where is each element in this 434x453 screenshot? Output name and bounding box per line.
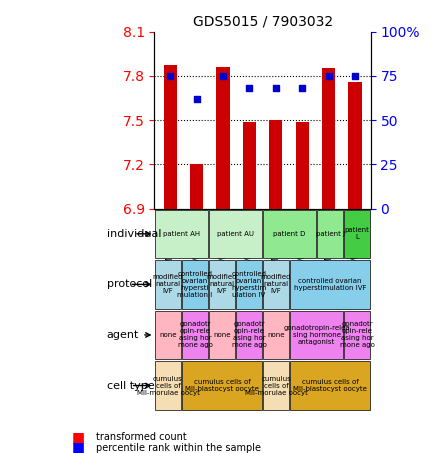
Text: cumulus cells of
MII-blastocyst oocyte: cumulus cells of MII-blastocyst oocyte [185,379,258,392]
FancyBboxPatch shape [235,311,262,359]
Text: patient D: patient D [273,231,305,237]
FancyBboxPatch shape [155,260,181,308]
Text: patient J: patient J [315,231,344,237]
Text: none: none [213,332,230,338]
Text: controlled
ovarian
hypersti
mulation I: controlled ovarian hypersti mulation I [177,271,212,298]
Point [245,85,252,92]
Text: none: none [159,332,176,338]
Text: patient
L: patient L [344,227,369,241]
FancyBboxPatch shape [289,260,369,308]
FancyBboxPatch shape [316,210,342,258]
FancyBboxPatch shape [263,361,289,410]
FancyBboxPatch shape [208,311,235,359]
Point [272,85,279,92]
Text: cumulus
cells of
MII-morulae oocyt: cumulus cells of MII-morulae oocyt [136,376,199,395]
FancyBboxPatch shape [155,311,181,359]
Point [166,72,173,79]
Text: modified
natural
IVF: modified natural IVF [260,275,291,294]
FancyBboxPatch shape [155,210,207,258]
Text: gonadotr
opin-rele
asing hor
mone ago: gonadotr opin-rele asing hor mone ago [339,322,374,348]
Text: patient AU: patient AU [217,231,253,237]
Bar [242,121,256,208]
FancyBboxPatch shape [289,311,342,359]
Text: cumulus cells of
MII-blastocyst oocyte: cumulus cells of MII-blastocyst oocyte [293,379,366,392]
FancyBboxPatch shape [263,311,289,359]
FancyBboxPatch shape [181,311,207,359]
Bar [269,120,282,208]
Text: agent: agent [107,330,150,340]
Text: none: none [267,332,284,338]
Bar [216,67,229,208]
FancyBboxPatch shape [235,260,262,308]
Point [193,95,200,102]
FancyBboxPatch shape [289,361,369,410]
FancyBboxPatch shape [181,361,262,410]
FancyBboxPatch shape [343,311,369,359]
Text: gonadotr
opin-rele
asing hor
mone ago: gonadotr opin-rele asing hor mone ago [231,322,266,348]
FancyBboxPatch shape [155,361,181,410]
FancyBboxPatch shape [343,210,369,258]
FancyBboxPatch shape [263,260,289,308]
Bar [321,68,334,208]
Text: ■: ■ [72,441,85,453]
Text: gonadotr
opin-rele
asing hor
mone ago: gonadotr opin-rele asing hor mone ago [177,322,212,348]
Bar [163,66,177,208]
Text: modified
natural
IVF: modified natural IVF [152,275,183,294]
Text: gonadotropin-relea
sing hormone
antagonist: gonadotropin-relea sing hormone antagoni… [283,325,349,345]
FancyBboxPatch shape [208,210,262,258]
FancyBboxPatch shape [208,260,235,308]
Text: patient AH: patient AH [162,231,200,237]
FancyBboxPatch shape [263,210,316,258]
FancyBboxPatch shape [181,260,207,308]
Point [219,72,226,79]
Text: individual: individual [107,229,161,239]
Text: transformed count: transformed count [95,432,186,442]
Text: cell type: cell type [107,381,154,390]
Text: cumulus
cells of
MII-morulae oocyt: cumulus cells of MII-morulae oocyt [244,376,307,395]
Text: percentile rank within the sample: percentile rank within the sample [95,443,260,453]
Text: ■: ■ [72,430,85,444]
Bar [348,82,361,208]
Bar [295,121,308,208]
Point [351,72,358,79]
Point [324,72,331,79]
Text: controlled ovarian
hyperstimulation IVF: controlled ovarian hyperstimulation IVF [293,278,365,291]
Point [298,85,305,92]
Text: protocol: protocol [107,280,152,289]
Text: controlled
ovarian
hyperstim
ulation IV: controlled ovarian hyperstim ulation IV [231,271,266,298]
Text: modified
natural
IVF: modified natural IVF [206,275,237,294]
Title: GDS5015 / 7903032: GDS5015 / 7903032 [192,15,332,29]
Bar [190,164,203,208]
